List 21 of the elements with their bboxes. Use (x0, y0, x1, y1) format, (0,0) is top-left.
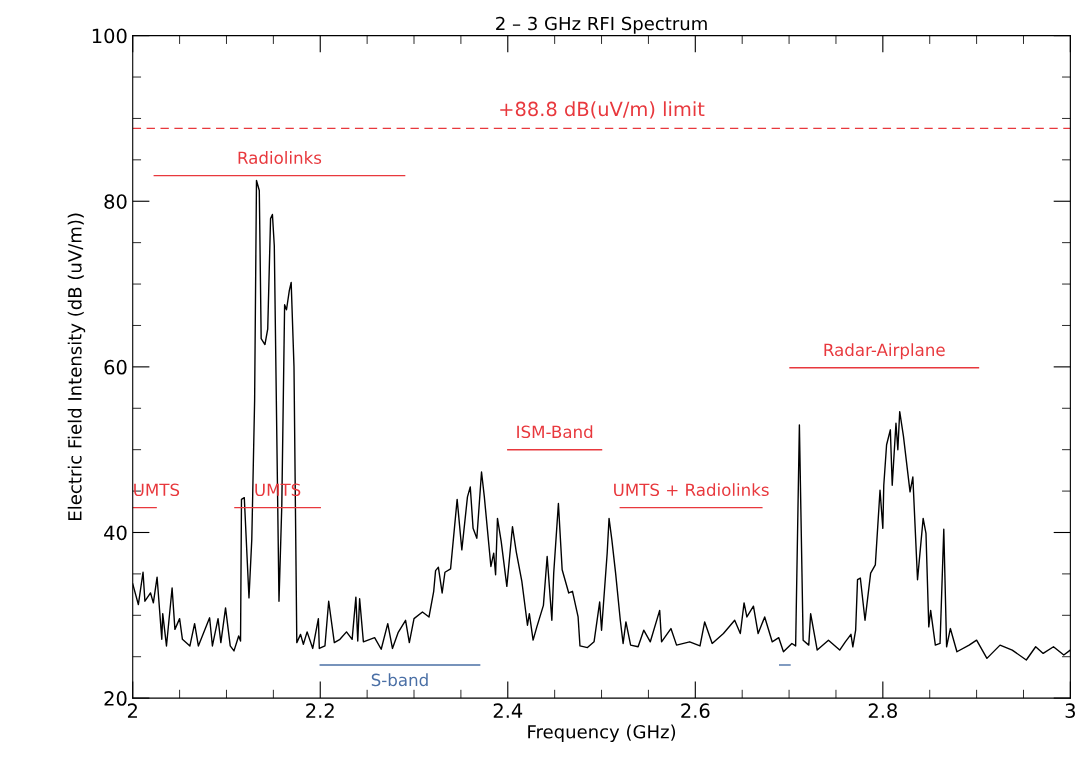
y-tick-label: 80 (104, 194, 127, 209)
series-label: ISM-Band (517, 425, 593, 439)
y-tick-label: 20 (104, 691, 127, 706)
x-tick-label: 2.2 (306, 703, 334, 718)
series-label: Radiolinks (238, 151, 322, 165)
x-tick-label: 3 (1065, 703, 1075, 719)
ref-line-label: +88.8 dB(uV/m) limit (500, 101, 705, 119)
series-label: UMTS + Radiolinks (614, 483, 769, 497)
y-tick-label: 100 (92, 28, 127, 44)
y-tick-label: 60 (104, 359, 127, 375)
x-tick-label: 2.6 (681, 703, 710, 719)
y-axis-title: Electric Field Intensity (dB (uV/m)) (67, 213, 86, 520)
x-axis-title: Frequency (GHz) (528, 724, 676, 743)
y-tick-label: 40 (104, 525, 127, 541)
x-tick-label: 2.8 (868, 703, 897, 719)
x-tick-label: 2 (127, 703, 137, 718)
series-label: Radar-Airplane (824, 343, 945, 360)
series-label: UMTS (134, 483, 180, 497)
series-label: S-band (371, 673, 428, 687)
chart-title: 2 – 3 GHz RFI Spectrum (496, 16, 707, 34)
x-tick-label: 2.4 (493, 703, 523, 718)
